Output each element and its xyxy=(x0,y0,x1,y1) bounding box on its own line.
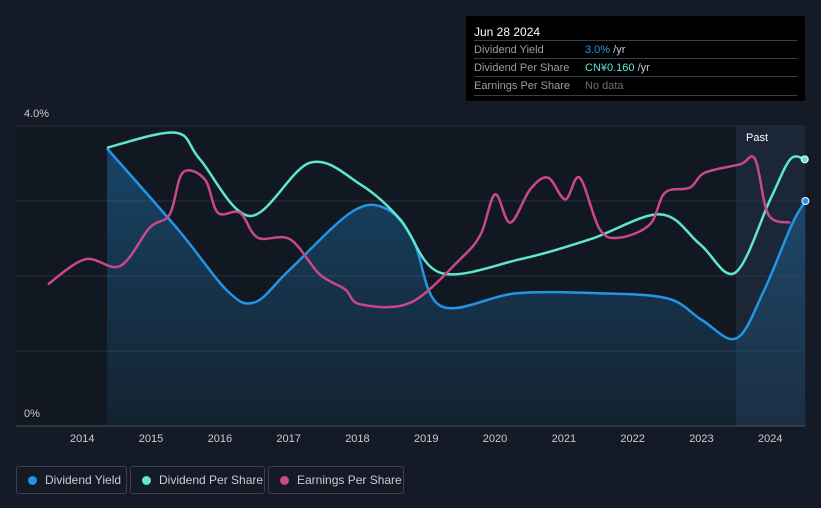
legend-dot-icon xyxy=(142,476,151,485)
legend-label: Dividend Per Share xyxy=(159,473,264,487)
tooltip-value: CN¥0.160 /yr xyxy=(585,59,650,77)
legend-earnings-per-share[interactable]: Earnings Per Share xyxy=(268,466,404,494)
tooltip-value-number: CN¥0.160 xyxy=(585,62,635,74)
tooltip-label: Earnings Per Share xyxy=(474,80,570,92)
tooltip-row-dividend-yield: Dividend Yield 3.0% /yr xyxy=(474,40,797,59)
tooltip-date: Jun 28 2024 xyxy=(474,25,541,39)
x-tick-label: 2021 xyxy=(551,433,577,445)
legend-label: Earnings Per Share xyxy=(297,473,402,487)
x-tick-label: 2022 xyxy=(620,433,645,445)
tooltip-unit: /yr xyxy=(634,62,650,74)
dividend-yield-area xyxy=(107,148,806,426)
x-tick-label: 2024 xyxy=(758,433,783,445)
tooltip-unit: /yr xyxy=(610,44,626,56)
y-tick-top: 4.0% xyxy=(24,108,50,120)
legend-label: Dividend Yield xyxy=(45,473,122,487)
dividend-yield-line xyxy=(106,147,807,341)
tooltip-label: Dividend Yield xyxy=(474,44,544,56)
x-tick-label: 2019 xyxy=(414,433,439,445)
dividend-yield-endpoint xyxy=(801,197,810,205)
x-tick-label: 2016 xyxy=(207,433,233,445)
x-tick-label: 2020 xyxy=(482,433,508,445)
x-tick-label: 2015 xyxy=(138,433,164,445)
y-tick-bottom: 0% xyxy=(24,408,40,420)
x-tick-label: 2014 xyxy=(70,433,95,445)
past-label: Past xyxy=(746,132,769,144)
x-tick-label: 2018 xyxy=(345,433,370,445)
tooltip-value-number: 3.0% xyxy=(585,44,611,56)
tooltip-value: 3.0% /yr xyxy=(585,41,625,59)
legend-dot-icon xyxy=(280,476,289,485)
legend-dividend-per-share[interactable]: Dividend Per Share xyxy=(130,466,265,494)
tooltip-row-dividend-per-share: Dividend Per Share CN¥0.160 /yr xyxy=(474,58,797,77)
tooltip: Jun 28 2024 Dividend Yield 3.0% /yr Divi… xyxy=(466,16,805,101)
x-tick-label: 2023 xyxy=(689,433,714,445)
legend-dividend-yield[interactable]: Dividend Yield xyxy=(16,466,127,494)
dividend-per-share-line xyxy=(106,131,806,276)
tooltip-label: Dividend Per Share xyxy=(474,62,570,74)
dividend-per-share-endpoint xyxy=(800,155,809,164)
x-tick-label: 2017 xyxy=(276,433,301,445)
tooltip-value: No data xyxy=(585,80,624,92)
tooltip-row-earnings-per-share: Earnings Per Share No data xyxy=(474,76,797,96)
earnings-per-share-line xyxy=(47,155,791,309)
legend-dot-icon xyxy=(28,476,37,485)
